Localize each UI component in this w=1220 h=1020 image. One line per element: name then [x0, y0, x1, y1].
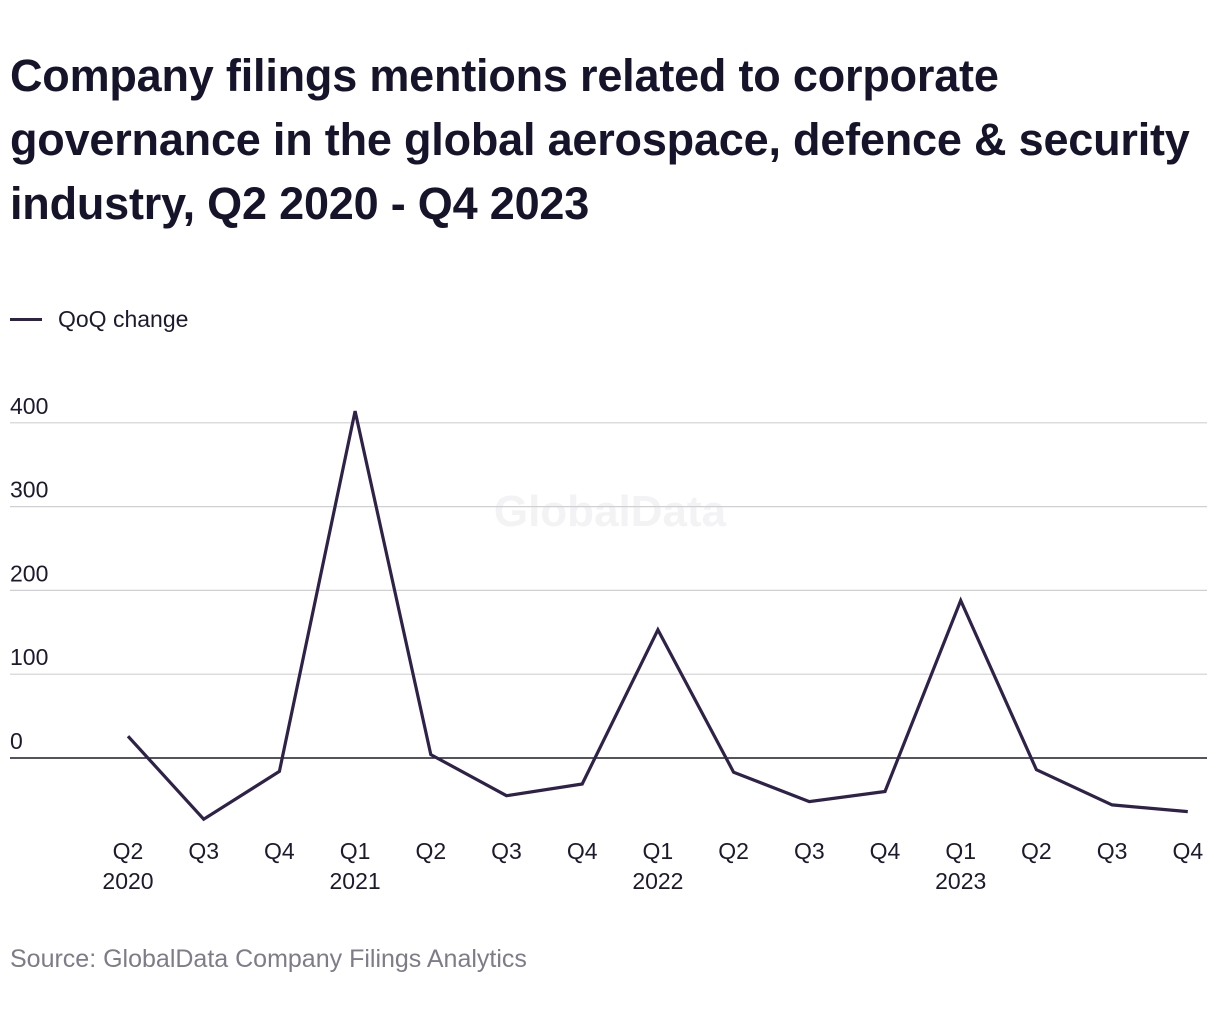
- series-line-0: [126, 410, 1188, 822]
- x-tick-label: Q4: [264, 838, 295, 864]
- source-note: Source: GlobalData Company Filings Analy…: [10, 945, 527, 973]
- x-tick-label: Q1: [643, 838, 674, 864]
- x-tick-label: Q1: [945, 838, 976, 864]
- x-tick-label: Q3: [491, 838, 522, 864]
- y-tick-label: 400: [10, 393, 48, 419]
- x-tick-year-label: 2020: [102, 868, 153, 894]
- series-lines: [126, 410, 1188, 822]
- x-tick-label: Q2: [415, 838, 446, 864]
- y-tick-label: 0: [10, 728, 23, 754]
- legend: QoQ change: [10, 306, 188, 333]
- x-tick-label: Q2: [1021, 838, 1052, 864]
- x-tick-label: Q4: [870, 838, 901, 864]
- legend-label: QoQ change: [58, 306, 189, 332]
- x-tick-label: Q4: [567, 838, 598, 864]
- x-tick-year-label: 2022: [632, 868, 683, 894]
- y-tick-label: 300: [10, 477, 48, 503]
- x-tick-label: Q3: [1097, 838, 1128, 864]
- x-tick-year-label: 2023: [935, 868, 986, 894]
- line-chart: GlobalData 0 100 200 300 400 Q2 2020 Q3 Q4 Q1 202…: [10, 393, 1207, 894]
- gridlines: [10, 422, 1207, 759]
- legend-swatch: [10, 318, 42, 321]
- chart-title: Company filings mentions related to corp…: [10, 50, 1190, 229]
- y-tick-label: 100: [10, 644, 48, 670]
- x-axis-ticks: Q2 2020 Q3 Q4 Q1 2021 Q2 Q3 Q4 Q1 2022 Q2 Q3 Q4 Q1 2023…: [102, 838, 1203, 894]
- x-tick-label: Q3: [794, 838, 825, 864]
- watermark: GlobalData: [494, 487, 727, 536]
- x-tick-label: Q2: [718, 838, 749, 864]
- y-tick-label: 200: [10, 560, 48, 586]
- x-tick-label: Q4: [1172, 838, 1203, 864]
- x-tick-label: Q3: [188, 838, 219, 864]
- x-tick-label: Q2: [113, 838, 144, 864]
- x-tick-year-label: 2021: [330, 868, 381, 894]
- x-tick-label: Q1: [340, 838, 371, 864]
- y-axis-ticks: 0 100 200 300 400: [10, 393, 48, 754]
